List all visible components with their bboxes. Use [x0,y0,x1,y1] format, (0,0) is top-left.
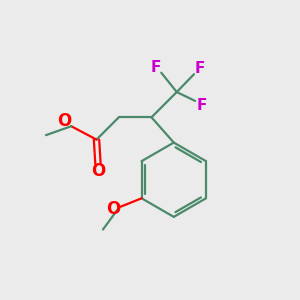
Text: O: O [106,200,120,218]
Text: F: F [151,60,161,75]
Text: O: O [91,162,105,180]
Text: F: F [196,98,207,113]
Text: O: O [58,112,72,130]
Text: F: F [194,61,205,76]
